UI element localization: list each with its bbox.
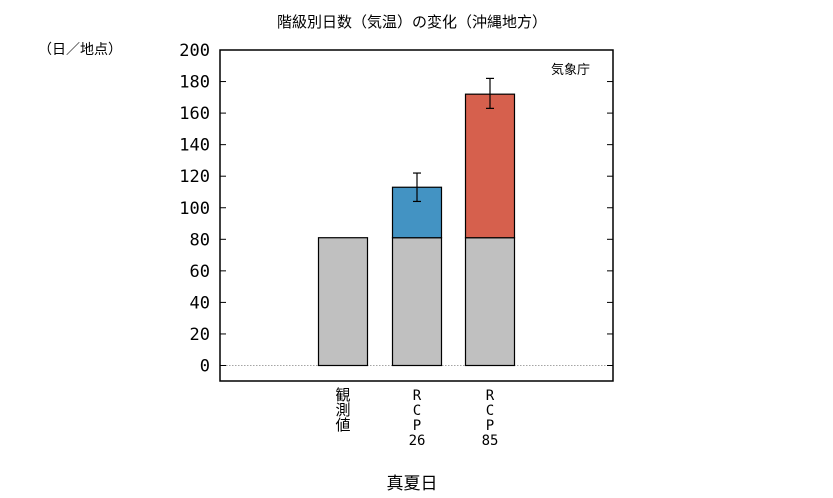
y-tick-label: 160: [179, 104, 210, 124]
y-axis-unit-label: （日／地点）: [38, 42, 122, 58]
x-tick-label-観測値: 観測値: [335, 386, 350, 434]
y-tick-label: 0: [200, 357, 210, 377]
x-tick-label-RCP26: R C P 26: [409, 388, 426, 449]
x-tick-label-RCP85: R C P 85: [482, 388, 499, 449]
y-tick-label: 40: [190, 293, 210, 313]
bar-baseline-RCP85: [464, 237, 516, 367]
y-tick-label: 180: [179, 73, 210, 93]
bar-baseline-RCP26: [391, 237, 443, 367]
y-tick-label: 100: [179, 199, 210, 219]
error-bar-RCP85: [486, 77, 494, 109]
y-tick-label: 60: [190, 262, 210, 282]
y-tick-label: 200: [179, 41, 210, 61]
chart-title: 階級別日数（気温）の変化（沖縄地方）: [277, 13, 547, 31]
y-tick-label: 120: [179, 167, 210, 187]
y-tick-label: 80: [190, 230, 210, 250]
error-bar-RCP26: [413, 172, 421, 203]
plot-area: [219, 49, 614, 382]
y-tick-label: 20: [190, 325, 210, 345]
x-axis-label: 真夏日: [387, 474, 438, 494]
bar-increase-RCP85: [464, 93, 516, 239]
source-label: 気象庁: [551, 62, 590, 78]
y-tick-label: 140: [179, 136, 210, 156]
bar-baseline-観測値: [317, 237, 369, 367]
